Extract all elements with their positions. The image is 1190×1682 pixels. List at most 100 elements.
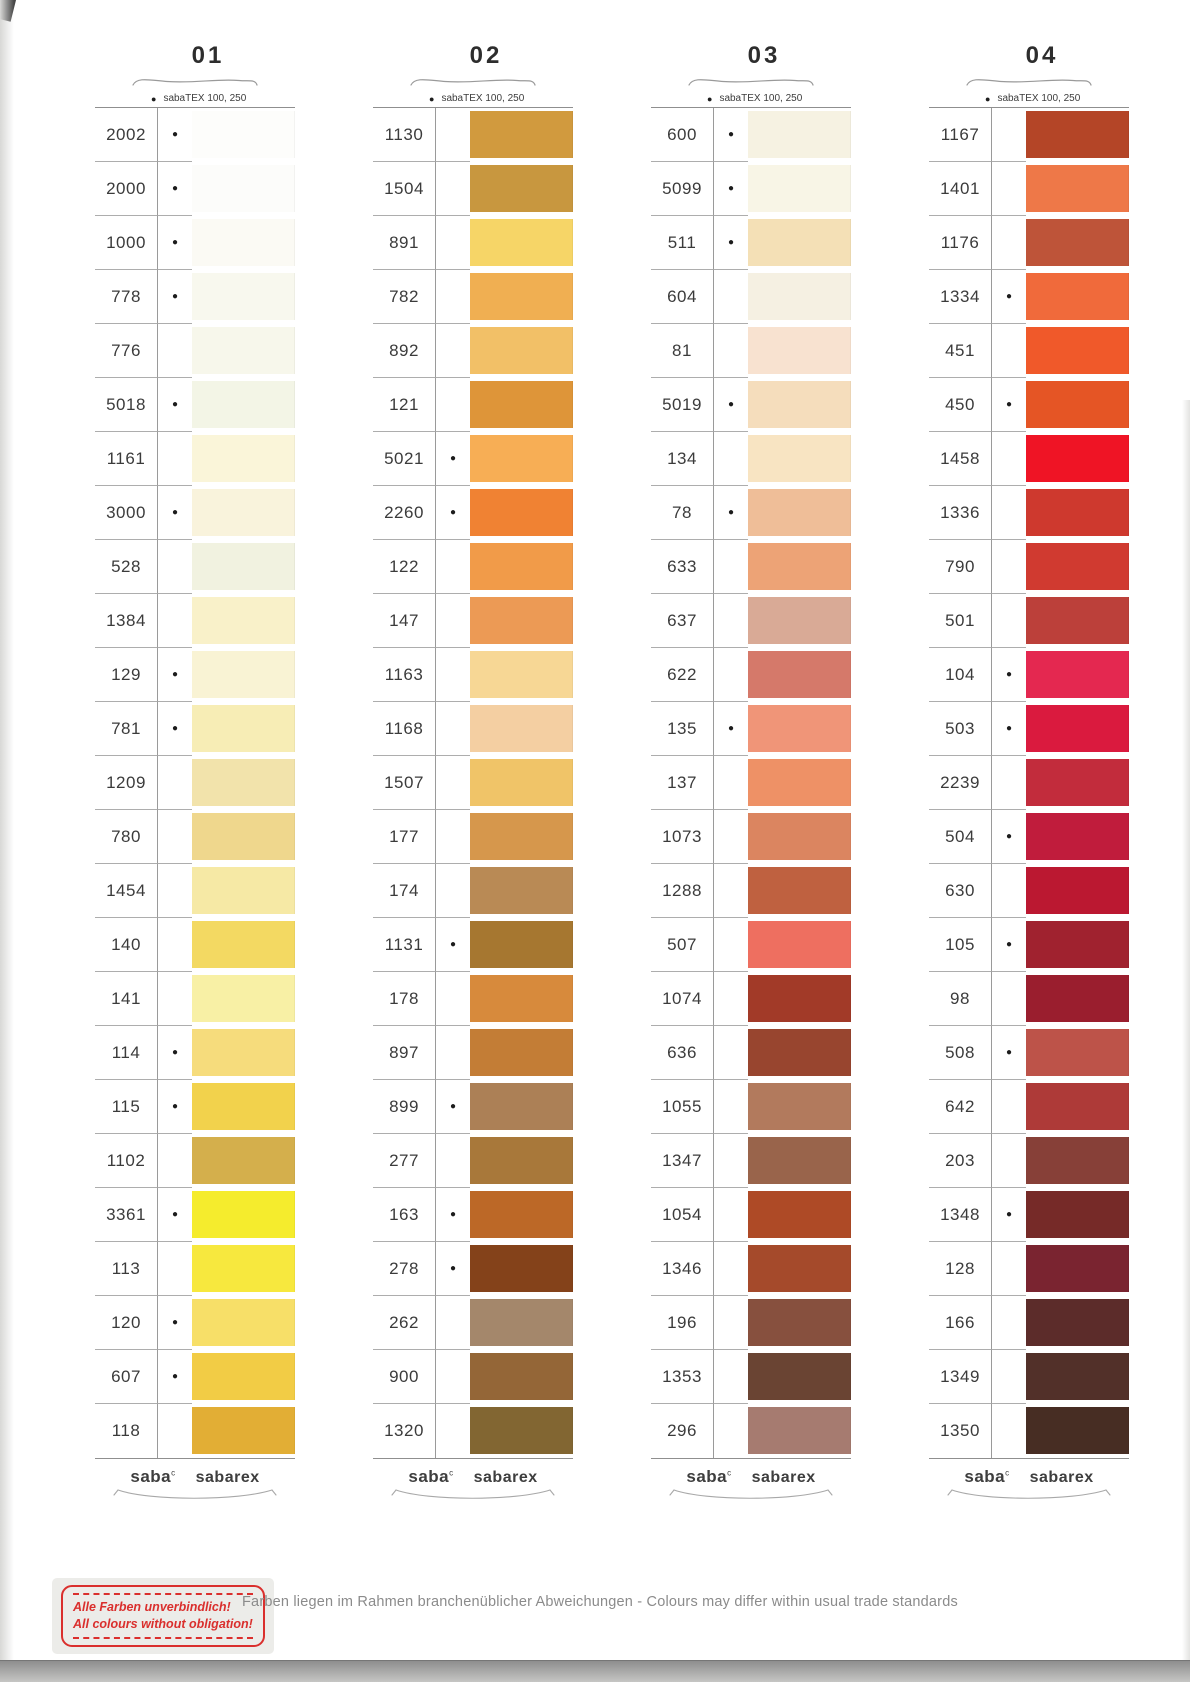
color-swatch [1026, 1137, 1129, 1184]
color-swatch [748, 381, 851, 428]
dot-empty [992, 432, 1026, 486]
swatch-row: 1054 [651, 1188, 851, 1242]
brace-decoration [129, 74, 295, 92]
availability-dot-icon: ● [158, 216, 192, 270]
color-swatch [470, 1299, 573, 1346]
dot-empty [992, 594, 1026, 648]
flourish-decoration [666, 1487, 836, 1507]
swatch-row: 450 ● [929, 378, 1129, 432]
availability-dot-icon: ● [992, 1188, 1026, 1242]
swatch-row: 1102 [95, 1134, 295, 1188]
color-swatch [470, 813, 573, 860]
dot-empty [992, 756, 1026, 810]
color-number: 1074 [651, 972, 714, 1026]
swatch-row: 1349 [929, 1350, 1129, 1404]
swatch-row: 118 [95, 1404, 295, 1458]
color-number: 1167 [929, 108, 992, 162]
color-number: 900 [373, 1350, 436, 1404]
stamp-text-de: Alle Farben unverbindlich! [73, 1600, 231, 1614]
swatch-row: 3361 ● [95, 1188, 295, 1242]
color-number: 166 [929, 1296, 992, 1350]
color-number: 1000 [95, 216, 158, 270]
dot-empty [158, 972, 192, 1026]
color-swatch [748, 1353, 851, 1400]
color-swatch [1026, 651, 1129, 698]
color-number: 1350 [929, 1404, 992, 1458]
dot-empty [158, 810, 192, 864]
flourish-decoration [388, 1487, 558, 1507]
color-swatch [192, 1083, 295, 1130]
swatch-row: 203 [929, 1134, 1129, 1188]
sabarex-logo: sabarex [473, 1469, 538, 1486]
color-number: 1320 [373, 1404, 436, 1458]
color-number: 778 [95, 270, 158, 324]
availability-dot-icon: ● [158, 1188, 192, 1242]
dot-empty [714, 1188, 748, 1242]
color-number: 528 [95, 540, 158, 594]
thread-type-text: sabaTEX 100, 250 [163, 93, 247, 104]
bullet-icon: ● [151, 93, 157, 104]
color-number: 1507 [373, 756, 436, 810]
swatch-row: 115 ● [95, 1080, 295, 1134]
thread-type-text: sabaTEX 100, 250 [719, 93, 803, 104]
color-swatch [1026, 1191, 1129, 1238]
color-swatch [470, 975, 573, 1022]
color-swatch [1026, 867, 1129, 914]
color-swatch [748, 597, 851, 644]
brace-decoration [685, 74, 851, 92]
availability-dot-icon: ● [992, 648, 1026, 702]
dot-empty [714, 1026, 748, 1080]
color-number: 5099 [651, 162, 714, 216]
dot-empty [436, 1134, 470, 1188]
swatch-row: 511 ● [651, 216, 851, 270]
color-number: 450 [929, 378, 992, 432]
dot-empty [436, 1026, 470, 1080]
color-swatch [748, 1245, 851, 1292]
color-swatch [470, 489, 573, 536]
color-number: 776 [95, 324, 158, 378]
availability-dot-icon: ● [714, 702, 748, 756]
availability-dot-icon: ● [992, 702, 1026, 756]
dot-empty [714, 324, 748, 378]
availability-dot-icon: ● [158, 648, 192, 702]
availability-dot-icon: ● [992, 1026, 1026, 1080]
color-number: 196 [651, 1296, 714, 1350]
bullet-icon: ● [985, 93, 991, 104]
dot-empty [436, 972, 470, 1026]
color-swatch [748, 975, 851, 1022]
color-swatch [470, 165, 573, 212]
color-swatch [192, 867, 295, 914]
color-swatch [192, 651, 295, 698]
color-number: 1130 [373, 108, 436, 162]
color-number: 98 [929, 972, 992, 1026]
swatch-row: 1454 [95, 864, 295, 918]
color-swatch [192, 1029, 295, 1076]
color-number: 2000 [95, 162, 158, 216]
color-swatch [748, 921, 851, 968]
color-swatch [1026, 489, 1129, 536]
bullet-icon: ● [707, 93, 713, 104]
color-swatch [748, 705, 851, 752]
dot-empty [992, 972, 1026, 1026]
swatch-row: 1163 [373, 648, 573, 702]
color-number: 81 [651, 324, 714, 378]
color-swatch [470, 1191, 573, 1238]
color-swatch [470, 705, 573, 752]
color-number: 1401 [929, 162, 992, 216]
swatch-row: 637 [651, 594, 851, 648]
dot-empty [436, 702, 470, 756]
swatch-row: 5018 ● [95, 378, 295, 432]
color-number: 163 [373, 1188, 436, 1242]
color-number: 1161 [95, 432, 158, 486]
color-swatch [470, 1353, 573, 1400]
dot-empty [158, 594, 192, 648]
color-number: 140 [95, 918, 158, 972]
color-number: 121 [373, 378, 436, 432]
swatch-row: 1384 [95, 594, 295, 648]
dot-empty [714, 972, 748, 1026]
color-swatch [1026, 219, 1129, 266]
dot-empty [436, 540, 470, 594]
swatch-row: 892 [373, 324, 573, 378]
stamp-dash-top [73, 1593, 253, 1595]
color-column-04: 04 ● sabaTEX 100, 250 1167 1401 1176 1334 ● 451 4… [929, 42, 1129, 1507]
